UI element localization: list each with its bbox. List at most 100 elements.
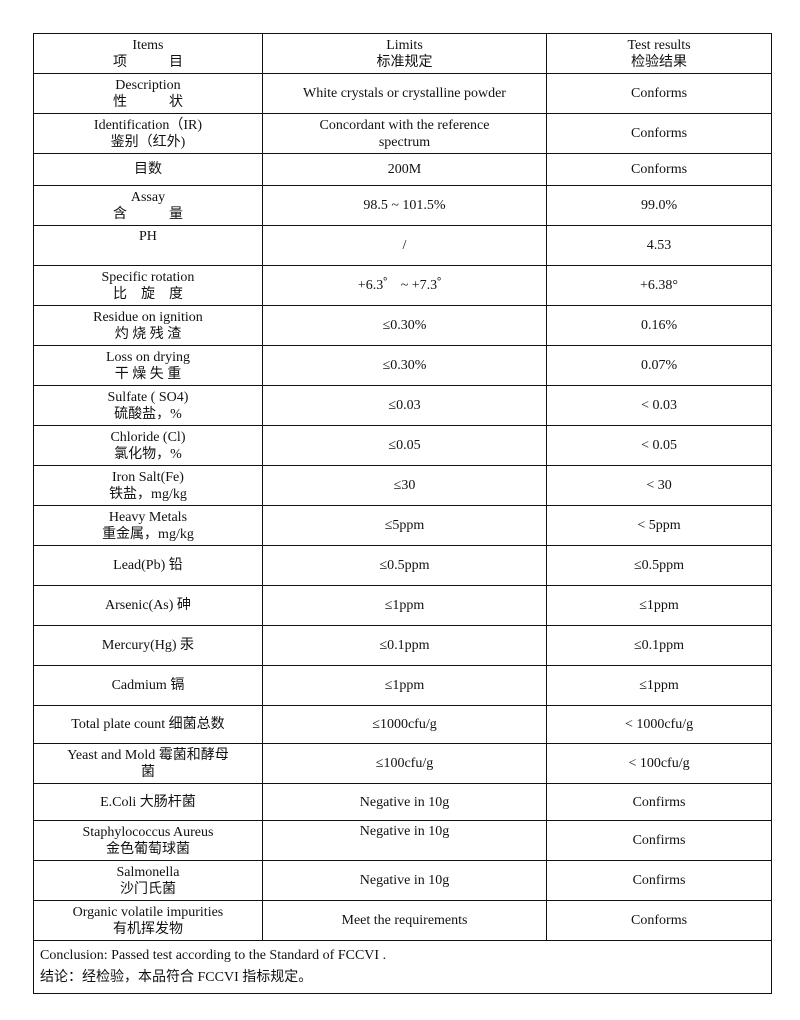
- result-cell: Conforms: [546, 73, 772, 114]
- item-cell-text: 菌: [140, 764, 155, 780]
- certificate-of-analysis-table: Items 项 目 Limits 标准规定 Test results 检验结果 Des…: [33, 33, 772, 994]
- result-cell: ≤0.1ppm: [546, 625, 772, 666]
- item-cell-text: 比 旋 度: [112, 286, 183, 302]
- limit-cell: Concordant with the reference spectrum: [261, 113, 548, 154]
- result-cell: Conforms: [546, 900, 772, 941]
- item-cell: Residue on ignition 灼 烧 残 渣: [33, 305, 263, 346]
- limit-cell-text: ≤5ppm: [384, 518, 425, 533]
- item-cell: PH: [33, 225, 263, 266]
- limit-cell: ≤1000cfu/g: [261, 705, 548, 744]
- limit-cell-text: /: [402, 238, 407, 253]
- item-cell: E.Coli 大肠杆菌: [33, 783, 263, 821]
- item-cell-text: E.Coli 大肠杆菌: [100, 794, 196, 810]
- limit-cell: ≤30: [261, 465, 548, 506]
- item-cell-text: Total plate count 细菌总数: [71, 717, 225, 732]
- table-row: Organic volatile impurities 有机挥发物 Meet the…: [33, 900, 772, 941]
- header-results-en: Test results: [627, 37, 691, 53]
- item-cell-text: 鉴别（红外): [110, 134, 186, 150]
- table-row: Cadmium 镉 ≤1ppm ≤1ppm: [33, 665, 772, 706]
- limit-cell-text: ≤0.30%: [382, 318, 427, 333]
- item-cell-text: Cadmium 镉: [111, 678, 185, 693]
- table-row: Residue on ignition 灼 烧 残 渣 ≤0.30% 0.16%: [33, 305, 772, 346]
- item-cell-text: 氯化物，%: [114, 446, 182, 462]
- limit-cell-text: ≤1ppm: [384, 598, 425, 613]
- conclusion-zh: 结论：经检验，本品符合 FCCVI 指标规定。: [40, 970, 313, 985]
- item-cell: Lead(Pb) 铅: [33, 545, 263, 586]
- result-cell-text: < 100cfu/g: [628, 756, 690, 771]
- item-cell: Yeast and Mold 霉菌和酵母菌: [33, 743, 263, 784]
- limit-cell: ≤0.30%: [261, 345, 548, 386]
- item-cell-text: Salmonella: [116, 864, 180, 880]
- result-cell: ≤0.5ppm: [546, 545, 772, 586]
- result-cell-text: ≤1ppm: [639, 678, 679, 693]
- result-cell-text: Confirms: [632, 833, 686, 848]
- result-cell-text: < 5ppm: [637, 518, 681, 533]
- item-cell-text: Residue on ignition: [93, 309, 203, 325]
- item-cell-text: 铁盐，mg/kg: [109, 486, 187, 502]
- item-cell: Heavy Metals 重金属，mg/kg: [33, 505, 263, 546]
- item-cell-text: Mercury(Hg) 汞: [101, 638, 195, 653]
- limit-cell: ≤0.03: [261, 385, 548, 426]
- item-cell-text: 含 量: [112, 206, 183, 222]
- limit-cell: Meet the requirements: [261, 900, 548, 941]
- item-cell-text: Heavy Metals: [108, 509, 188, 525]
- item-cell-text: Description: [115, 77, 181, 93]
- conclusion-en: Conclusion: Passed test according to the…: [40, 948, 387, 963]
- result-cell-text: < 30: [646, 478, 672, 493]
- result-cell-text: Conforms: [631, 86, 688, 101]
- item-cell-text: 金色葡萄球菌: [105, 841, 190, 857]
- item-cell-text: 沙门氏菌: [119, 881, 176, 897]
- table-row: Lead(Pb) 铅 ≤0.5ppm ≤0.5ppm: [33, 545, 772, 586]
- limit-cell: 98.5 ~ 101.5%: [261, 185, 548, 226]
- item-cell-text: Sulfate ( SO4): [107, 389, 189, 405]
- item-cell: Assay 含 量: [33, 185, 263, 226]
- item-cell-text: Staphylococcus Aureus: [82, 824, 214, 840]
- result-cell: < 0.03: [546, 385, 772, 426]
- result-cell-text: 4.53: [646, 238, 672, 253]
- item-cell-text: Assay: [130, 189, 166, 205]
- limit-cell: Negative in 10g: [261, 783, 548, 821]
- table-row: Heavy Metals 重金属，mg/kg ≤5ppm < 5ppm: [33, 505, 772, 546]
- result-cell-text: 0.16%: [640, 318, 678, 333]
- limit-cell-text: ≤0.5ppm: [379, 558, 430, 573]
- item-cell: Specific rotation 比 旋 度: [33, 265, 263, 306]
- header-items-en: Items: [132, 37, 164, 53]
- table-row: Mercury(Hg) 汞 ≤0.1ppm ≤0.1ppm: [33, 625, 772, 666]
- limit-cell: ≤100cfu/g: [261, 743, 548, 784]
- table-row: Specific rotation 比 旋 度 +6.3゜ ~ +7.3゜ +6.38…: [33, 265, 772, 306]
- item-cell: 目数: [33, 153, 263, 186]
- item-cell-text: 灼 烧 残 渣: [114, 326, 182, 342]
- result-cell: ≤1ppm: [546, 665, 772, 706]
- item-cell: Organic volatile impurities 有机挥发物: [33, 900, 263, 941]
- limit-cell-text: ≤100cfu/g: [375, 756, 434, 771]
- item-cell: Mercury(Hg) 汞: [33, 625, 263, 666]
- result-cell-text: < 0.03: [641, 398, 677, 413]
- item-cell: Description 性 状: [33, 73, 263, 114]
- result-cell-text: Confirms: [632, 794, 686, 810]
- item-cell-text: 干 燥 失 重: [114, 366, 182, 382]
- limit-cell: /: [261, 225, 548, 266]
- item-cell: Iron Salt(Fe) 铁盐，mg/kg: [33, 465, 263, 506]
- item-cell: Identification（IR) 鉴别（红外): [33, 113, 263, 154]
- result-cell: +6.38°: [546, 265, 772, 306]
- item-cell: Cadmium 镉: [33, 665, 263, 706]
- header-limits-en: Limits: [386, 37, 423, 53]
- table-row: Salmonella 沙门氏菌 Negative in 10g Confirms: [33, 860, 772, 901]
- result-cell: < 1000cfu/g: [546, 705, 772, 744]
- limit-cell-text: ≤1000cfu/g: [372, 717, 437, 732]
- table-row: Assay 含 量 98.5 ~ 101.5% 99.0%: [33, 185, 772, 226]
- result-cell: < 5ppm: [546, 505, 772, 546]
- table-row: Sulfate ( SO4) 硫酸盐，% ≤0.03 < 0.03: [33, 385, 772, 426]
- result-cell: Confirms: [546, 783, 772, 821]
- limit-cell-text: +6.3゜ ~ +7.3゜: [357, 278, 452, 293]
- limit-cell: ≤0.5ppm: [261, 545, 548, 586]
- limit-cell-text: White crystals or crystalline powder: [303, 86, 506, 101]
- item-cell-text: Chloride (Cl): [110, 429, 186, 445]
- result-cell: 4.53: [546, 225, 772, 266]
- limit-cell: White crystals or crystalline powder: [261, 73, 548, 114]
- result-cell: Confirms: [546, 860, 772, 901]
- result-cell-text: +6.38°: [640, 278, 679, 293]
- table-row: E.Coli 大肠杆菌 Negative in 10g Confirms: [33, 783, 772, 821]
- limit-cell-text: 200M: [387, 162, 422, 177]
- result-cell: 0.07%: [546, 345, 772, 386]
